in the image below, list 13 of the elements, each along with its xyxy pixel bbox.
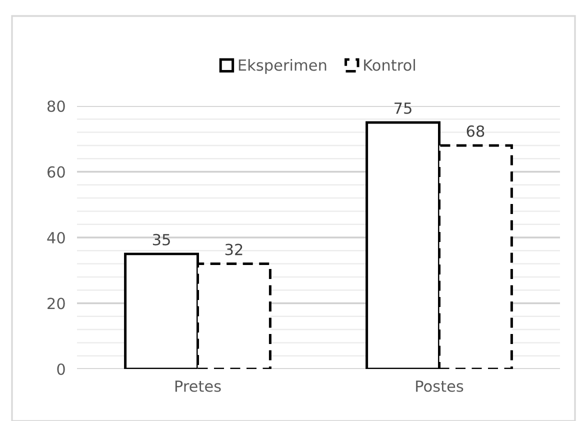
y-tick-label: 80 [47,100,65,112]
data-label: 35 [152,234,170,246]
data-label: 75 [394,102,412,114]
x-tick-label: Pretes [175,380,221,392]
x-tick-label: Postes [416,380,464,392]
legend-label: Kontrol [364,59,415,71]
y-tick-label: 40 [47,232,65,244]
legend-label: Eksperimen [238,59,326,74]
data-label: 32 [225,244,242,256]
y-tick-label: 20 [48,298,65,310]
y-tick-label: 60 [48,166,65,178]
y-tick-label: 0 [57,363,65,376]
data-label: 68 [466,125,484,137]
